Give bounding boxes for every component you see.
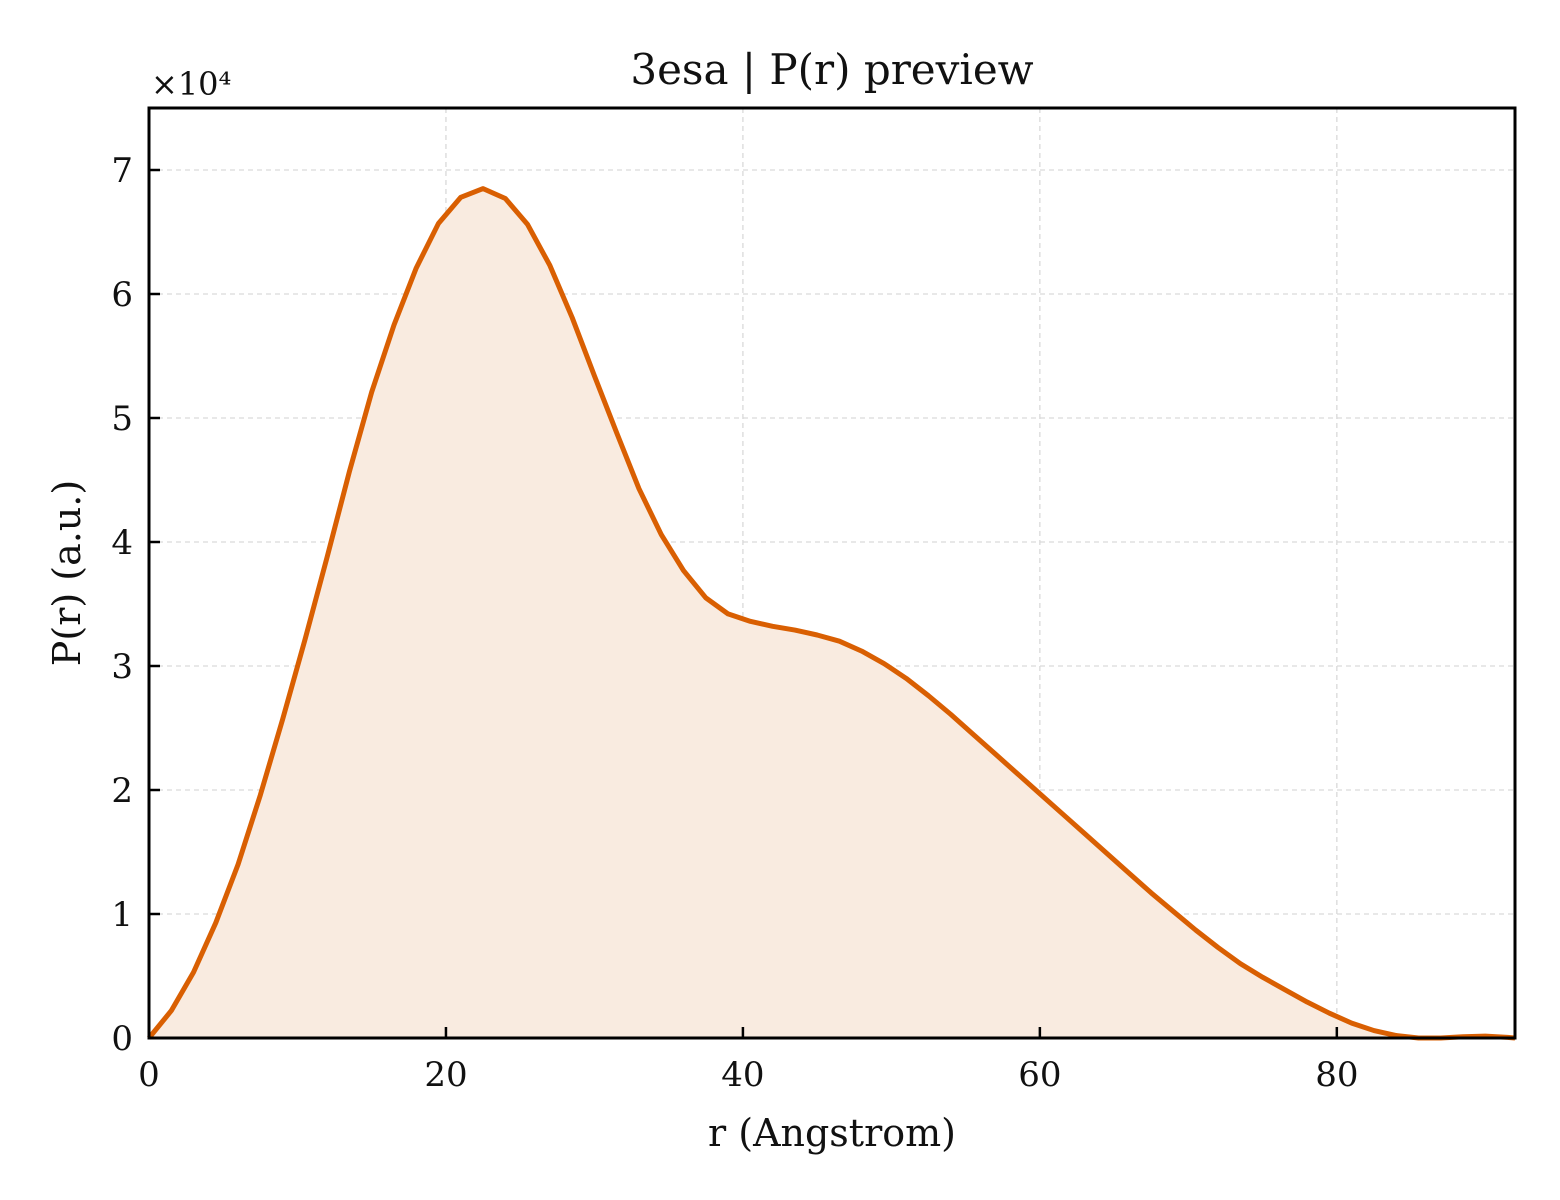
pr-series-line (147, 186, 1516, 1041)
y-tick-label: 6 (111, 275, 133, 315)
y-tick-label: 7 (111, 151, 133, 191)
y-tick-labels: 0 1 2 3 4 5 6 7 (111, 151, 133, 1059)
pr-area-fill (149, 188, 1515, 1039)
x-axis-label: r (Angstrom) (708, 1111, 956, 1155)
tick-marks (147, 168, 1339, 1040)
x-tick-label: 20 (424, 1055, 467, 1095)
y-tick-label: 1 (111, 895, 133, 935)
y-tick-label: 2 (111, 771, 133, 811)
x-tick-label: 80 (1315, 1055, 1358, 1095)
x-tick-labels: 0 20 40 60 80 (138, 1055, 1358, 1095)
plot-frame (147, 106, 1517, 1040)
y-tick-label: 4 (111, 523, 133, 563)
y-offset-label: ×10⁴ (151, 65, 231, 103)
y-tick-label: 0 (111, 1019, 133, 1059)
y-tick-label: 5 (111, 399, 133, 439)
y-tick-label: 3 (111, 647, 133, 687)
x-tick-label: 40 (721, 1055, 764, 1095)
chart-title: 3esa | P(r) preview (630, 45, 1033, 94)
y-axis-label: P(r) (a.u.) (45, 480, 89, 666)
x-tick-label: 60 (1018, 1055, 1061, 1095)
x-tick-label: 0 (138, 1055, 160, 1095)
